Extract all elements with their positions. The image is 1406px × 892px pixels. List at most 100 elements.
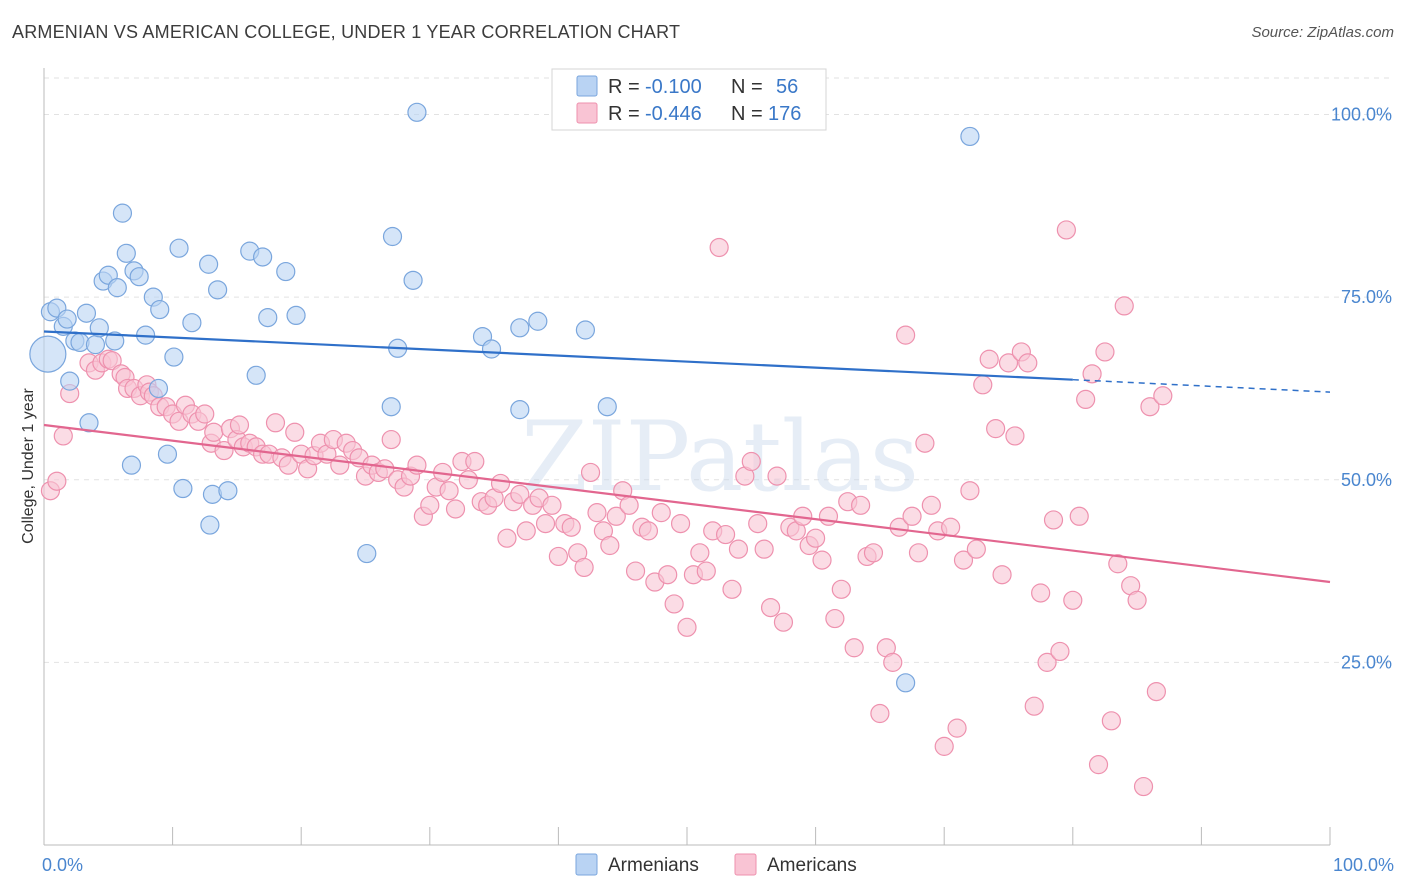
point-americans <box>998 353 1019 373</box>
point-americans <box>915 433 935 453</box>
y-tick-label: 25.0% <box>1341 652 1392 672</box>
trend-line-extension-armenians <box>1072 378 1331 393</box>
point-armenians <box>105 331 125 351</box>
point-americans <box>1037 652 1057 672</box>
point-armenians <box>112 203 133 223</box>
point-americans <box>670 513 691 534</box>
bottom-legend-label-armenians: Armenians <box>608 855 699 876</box>
point-americans <box>921 495 941 515</box>
point-americans <box>883 652 903 672</box>
point-americans <box>690 543 710 563</box>
point-armenians <box>182 313 202 333</box>
legend-r-label-americans: R = <box>608 103 640 125</box>
legend-r-value-armenians: -0.100 <box>645 76 702 98</box>
point-armenians <box>76 303 97 323</box>
point-americans <box>516 521 536 541</box>
series-americans-points <box>40 220 1173 797</box>
point-americans <box>1063 590 1083 610</box>
point-americans <box>934 736 954 756</box>
point-americans <box>658 565 678 585</box>
point-americans <box>1146 681 1166 702</box>
point-americans <box>497 528 517 548</box>
point-americans <box>973 375 993 395</box>
bottom-legend-label-americans: Americans <box>767 855 857 876</box>
bottom-legend: Armenians Americans <box>575 853 857 876</box>
y-tick-label: 100.0% <box>1331 105 1392 125</box>
point-americans <box>1024 696 1044 716</box>
point-americans <box>510 484 530 504</box>
bottom-legend-swatch-americans <box>734 853 757 876</box>
point-armenians <box>253 247 273 267</box>
point-americans <box>760 597 781 618</box>
point-armenians <box>276 261 296 282</box>
point-americans <box>1082 364 1102 384</box>
point-armenians <box>597 397 617 417</box>
chart-title: ARMENIAN VS AMERICAN COLLEGE, UNDER 1 YE… <box>12 22 681 42</box>
point-americans <box>1069 506 1089 526</box>
point-armenians <box>116 243 136 263</box>
point-americans <box>870 703 890 724</box>
point-americans <box>863 543 884 563</box>
legend-box <box>551 68 827 131</box>
point-armenians <box>60 371 80 391</box>
legend-n-label-americans: N = <box>731 103 763 125</box>
point-americans <box>580 462 601 483</box>
point-americans <box>561 517 581 537</box>
legend-swatch-armenians <box>576 75 598 97</box>
point-americans <box>896 325 916 345</box>
point-americans <box>195 404 215 424</box>
point-armenians <box>896 673 916 693</box>
point-armenians <box>481 339 502 359</box>
x-tick-label-end: 100.0% <box>1333 855 1394 875</box>
point-armenians <box>357 543 377 564</box>
point-armenians <box>57 309 77 329</box>
trend-line-americans <box>43 423 1331 584</box>
point-americans <box>715 524 736 545</box>
point-americans <box>966 539 986 559</box>
point-armenians <box>107 278 127 298</box>
point-americans <box>1018 353 1038 373</box>
point-armenians <box>208 280 228 300</box>
series-armenians-points <box>29 102 980 693</box>
point-americans <box>587 503 607 523</box>
point-americans <box>1088 755 1109 775</box>
point-armenians <box>85 335 106 355</box>
tick-labels: 25.0% 50.0% 75.0% 100.0% 0.0% 100.0% <box>42 105 1394 875</box>
point-americans <box>805 528 826 548</box>
point-armenians <box>29 335 67 373</box>
point-americans <box>1050 641 1070 662</box>
point-americans <box>1108 554 1128 574</box>
point-armenians <box>258 307 278 328</box>
point-americans <box>1127 590 1147 610</box>
point-americans <box>767 466 787 486</box>
point-armenians <box>575 320 596 340</box>
point-americans <box>535 513 556 534</box>
point-armenians <box>164 347 184 367</box>
axes <box>43 68 1331 846</box>
point-americans <box>278 455 298 475</box>
point-americans <box>490 473 511 494</box>
point-americans <box>1153 386 1173 406</box>
point-americans <box>754 539 774 559</box>
point-americans <box>375 459 395 479</box>
point-americans <box>979 349 999 369</box>
point-americans <box>1031 583 1051 603</box>
point-americans <box>825 608 845 629</box>
point-americans <box>709 237 729 258</box>
point-americans <box>831 579 851 599</box>
point-americans <box>960 481 980 501</box>
point-americans <box>465 451 485 472</box>
point-americans <box>748 513 768 534</box>
point-armenians <box>218 481 238 501</box>
point-americans <box>625 561 646 581</box>
legend-swatch-americans <box>576 102 598 124</box>
point-americans <box>812 550 832 570</box>
point-americans <box>600 535 620 556</box>
point-americans <box>542 495 562 515</box>
trend-line-armenians <box>43 330 1073 381</box>
legend-n-label-armenians: N = <box>731 76 763 98</box>
point-americans <box>439 481 459 501</box>
point-americans <box>285 422 305 442</box>
point-americans <box>908 543 929 563</box>
point-armenians <box>157 444 178 464</box>
